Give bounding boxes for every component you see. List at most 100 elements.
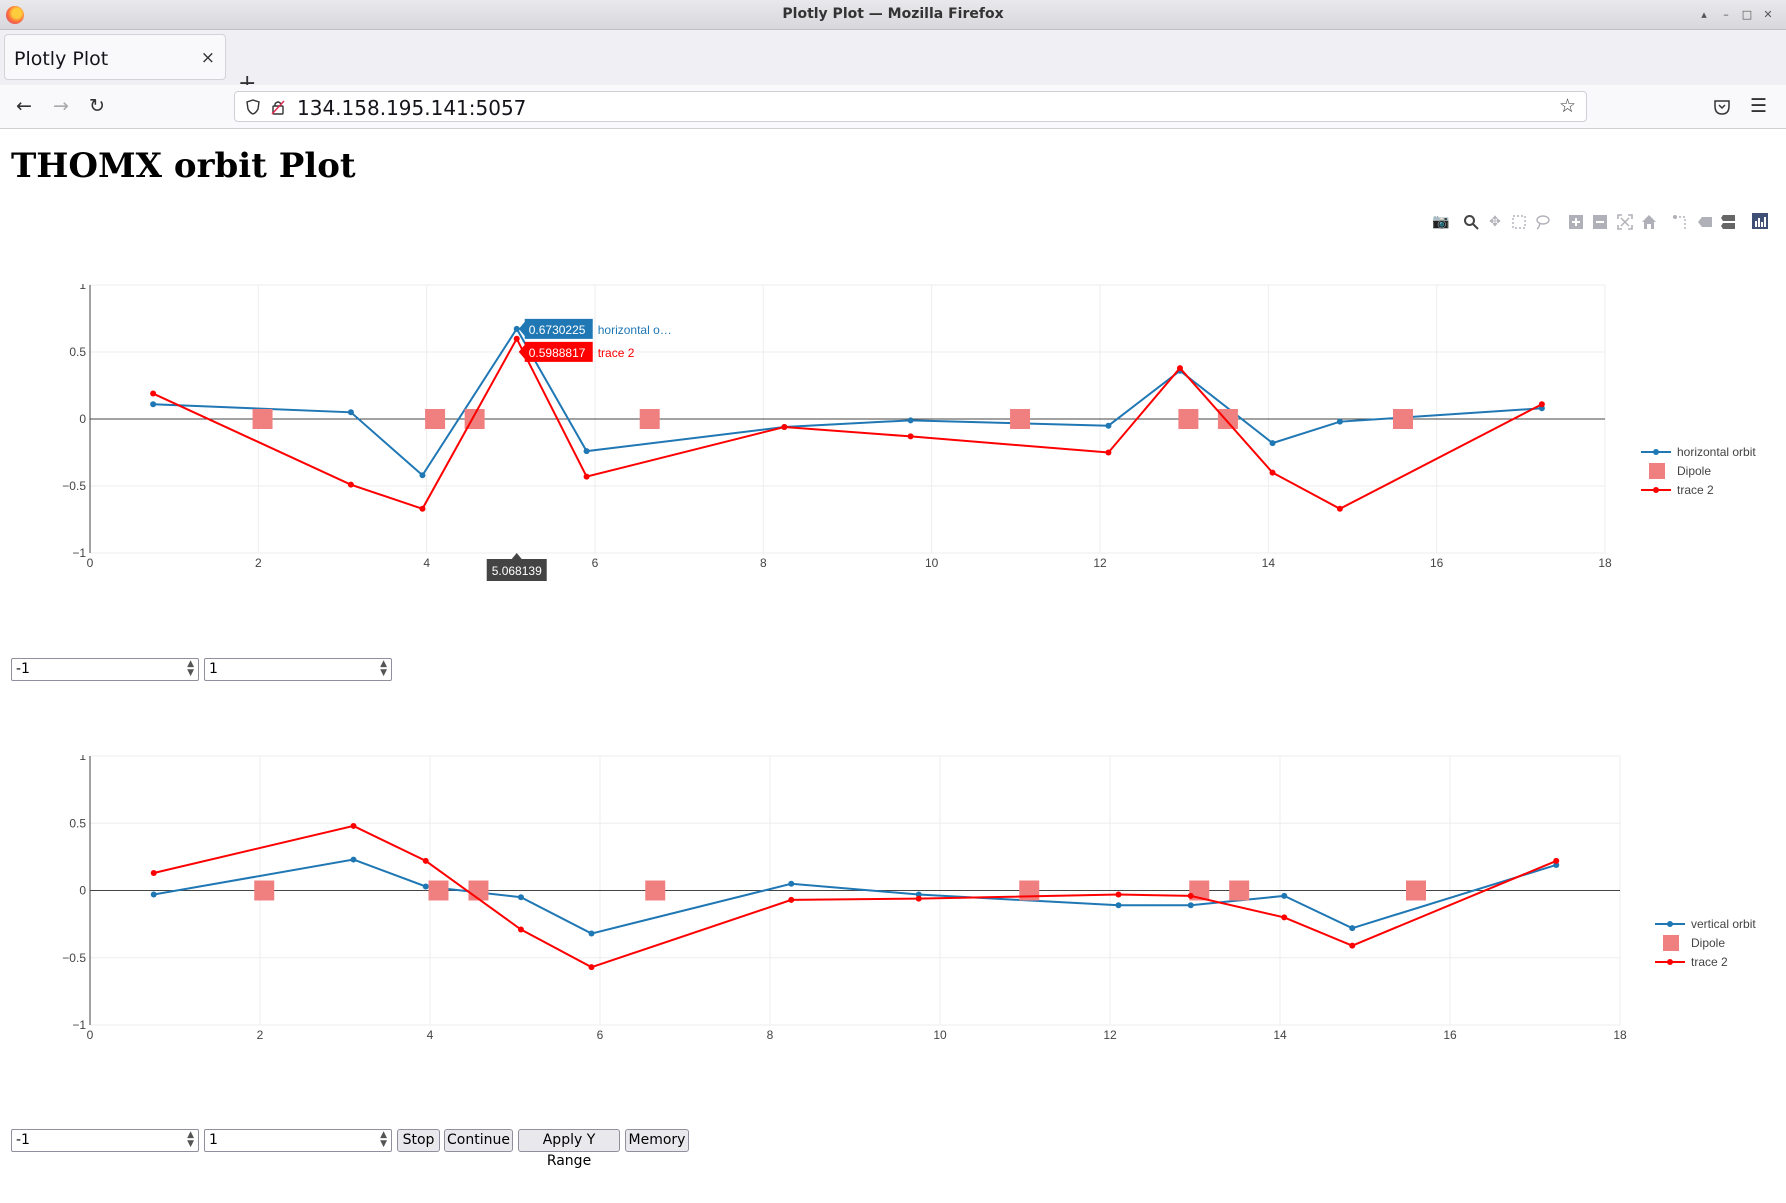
- url-bar[interactable]: 134.158.195.141:5057 ☆: [234, 91, 1587, 122]
- legend-dipole-swatch: [1663, 935, 1679, 951]
- y-max-input-1[interactable]: 1 ▲ ▼: [204, 658, 392, 681]
- data-point: [1538, 401, 1545, 408]
- hover-compare-icon[interactable]: [1720, 214, 1736, 230]
- x-tick-label: 6: [592, 556, 599, 570]
- y-tick-label: −0.5: [62, 479, 86, 493]
- data-point: [513, 335, 520, 342]
- x-tick-label: 12: [1103, 1028, 1117, 1042]
- x-tick-label: 16: [1430, 556, 1444, 570]
- data-point: [350, 856, 357, 863]
- dipole-marker: [1178, 409, 1199, 429]
- x-tick-label: 0: [87, 556, 94, 570]
- y-tick-label: 0: [79, 412, 86, 426]
- window-menu-icon[interactable]: ▴: [1701, 8, 1707, 21]
- x-tick-label: 12: [1093, 556, 1107, 570]
- y-tick-label: −1: [72, 1018, 86, 1032]
- data-point: [583, 448, 590, 455]
- y-tick-label: 1: [79, 284, 86, 292]
- tab-close-icon[interactable]: ×: [200, 48, 215, 68]
- hover-x-text: 5.068139: [492, 564, 542, 578]
- spinner-icon[interactable]: ▲ ▼: [380, 659, 387, 678]
- forward-icon[interactable]: →: [53, 95, 69, 117]
- autoscale-icon[interactable]: [1617, 214, 1633, 230]
- hover-blue-value: 0.6730225: [529, 323, 586, 337]
- legend: horizontal orbit Dipole trace 2: [1641, 445, 1756, 497]
- tab-label: Plotly Plot: [14, 48, 109, 70]
- vertical-orbit-chart[interactable]: 0 2 4 6 8 10 12 14 16 18 −1 −0.5 0 0.5 1 vertical orbit…: [0, 755, 1786, 1055]
- y-min-input-2[interactable]: -1 ▲ ▼: [11, 1129, 199, 1152]
- stop-button[interactable]: Stop: [397, 1129, 440, 1152]
- data-point: [1336, 418, 1343, 425]
- spinner-icon[interactable]: ▲ ▼: [187, 659, 194, 678]
- x-tick-label: 4: [423, 556, 430, 570]
- page-title: THOMX orbit Plot: [11, 146, 356, 186]
- spike-lines-icon[interactable]: [1672, 214, 1688, 230]
- minimize-icon[interactable]: –: [1723, 8, 1729, 21]
- y-max-value: 1: [209, 1132, 218, 1148]
- insecure-lock-icon: [271, 100, 285, 115]
- x-tick-label: 0: [87, 1028, 94, 1042]
- lasso-select-icon[interactable]: [1535, 214, 1551, 230]
- series-line-orbit: [153, 326, 1542, 477]
- camera-icon[interactable]: 📷: [1432, 214, 1450, 230]
- data-point: [419, 505, 426, 512]
- hover-red-box: [518, 341, 593, 362]
- data-point: [907, 433, 914, 440]
- close-window-icon[interactable]: ✕: [1763, 8, 1773, 21]
- y-min-input-1[interactable]: -1 ▲ ▼: [11, 658, 199, 681]
- hover-closest-icon[interactable]: [1697, 214, 1713, 230]
- data-point: [1349, 925, 1356, 932]
- hover-blue-box: [518, 318, 593, 339]
- hamburger-menu-icon[interactable]: ☰: [1750, 95, 1768, 117]
- series-line-trace-2: [153, 824, 1557, 969]
- data-point: [1105, 449, 1112, 456]
- x-tick-label: 8: [767, 1028, 774, 1042]
- reset-axes-icon[interactable]: [1641, 214, 1657, 230]
- box-select-icon[interactable]: [1511, 214, 1527, 230]
- hover-red-label: 0.5988817 trace 2: [518, 341, 635, 362]
- x-tick-label: 14: [1273, 1028, 1287, 1042]
- zoom-icon[interactable]: [1463, 214, 1479, 230]
- dipole-marker: [1010, 409, 1031, 429]
- apply-y-range-button[interactable]: Apply Y Range: [518, 1129, 620, 1169]
- pocket-icon[interactable]: [1713, 98, 1731, 116]
- pan-icon[interactable]: ✥: [1489, 214, 1501, 230]
- zoom-out-icon[interactable]: [1592, 214, 1608, 230]
- data-point: [1176, 365, 1183, 372]
- dipole-marker: [1393, 409, 1413, 429]
- memory-button[interactable]: Memory: [625, 1129, 689, 1152]
- legend-label: horizontal orbit: [1677, 445, 1756, 459]
- tab-plotly-plot[interactable]: Plotly Plot ×: [4, 34, 226, 80]
- data-point: [1269, 440, 1276, 447]
- legend-marker: [1653, 449, 1659, 455]
- plotly-logo-icon[interactable]: [1752, 213, 1768, 229]
- data-point: [347, 409, 354, 416]
- x-tick-label: 4: [427, 1028, 434, 1042]
- spinner-icon[interactable]: ▲ ▼: [187, 1130, 194, 1149]
- maximize-icon[interactable]: □: [1741, 8, 1753, 21]
- y-max-input-2[interactable]: 1 ▲ ▼: [204, 1129, 392, 1152]
- legend-marker: [1667, 959, 1673, 965]
- bookmark-star-icon[interactable]: ☆: [1558, 95, 1576, 117]
- data-point: [347, 481, 354, 488]
- x-tick-label: 14: [1262, 556, 1276, 570]
- legend-label: Dipole: [1691, 936, 1725, 950]
- y-max-value: 1: [209, 661, 218, 677]
- data-point: [1105, 422, 1112, 429]
- hover-blue-name: horizontal o…: [598, 323, 672, 337]
- spinner-icon[interactable]: ▲ ▼: [380, 1130, 387, 1149]
- data-point: [150, 891, 157, 898]
- zoom-in-icon[interactable]: [1568, 214, 1584, 230]
- y-tick-label: 1: [79, 755, 86, 763]
- window-title: Plotly Plot — Mozilla Firefox: [782, 6, 1004, 22]
- horizontal-orbit-chart[interactable]: 0 2 4 6 8 10 12 14 16 18 −1 −0.5 0 0.5 1 horizontal orb…: [0, 284, 1786, 584]
- window-titlebar: Plotly Plot — Mozilla Firefox ▴ – □ ✕: [0, 0, 1786, 30]
- x-tick-label: 16: [1443, 1028, 1457, 1042]
- data-point: [915, 895, 922, 902]
- back-icon[interactable]: ←: [16, 95, 32, 117]
- dipole-marker: [1406, 880, 1426, 901]
- dipole-marker: [254, 880, 275, 901]
- page-content: THOMX orbit Plot 📷 ✥ 0 2 4 6 8 10 12 14 16 18 −1 −0…: [0, 129, 1786, 1203]
- reload-icon[interactable]: ↻: [89, 95, 105, 117]
- continue-button[interactable]: Continue: [444, 1129, 513, 1152]
